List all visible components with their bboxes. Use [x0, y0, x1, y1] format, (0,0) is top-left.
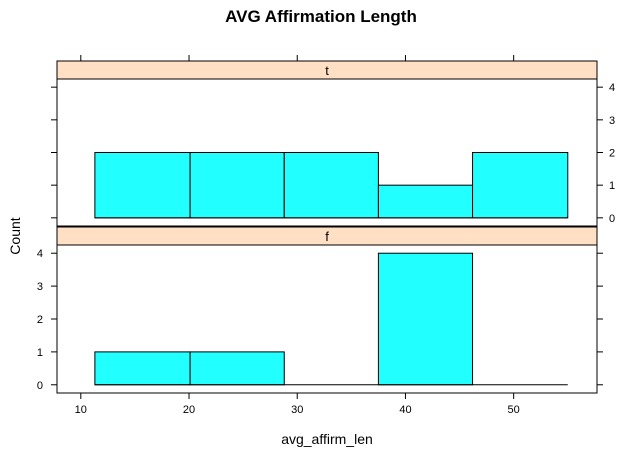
- panel-f: f 0 1 2 3 4: [37, 226, 603, 394]
- panel-t: t 0 1 2 3 4: [51, 60, 615, 227]
- x-axis-label: avg_affirm_len: [281, 431, 373, 447]
- plot-area: t 0 1 2 3 4 f 0 1 2 3 4 10 20 30 40 50: [37, 55, 615, 416]
- y-tick-label: 0: [37, 380, 43, 392]
- y-tick-label: 0: [609, 213, 615, 225]
- y-tick-label: 2: [37, 314, 43, 326]
- chart-title: AVG Affirmation Length: [225, 7, 417, 26]
- strip-label: f: [325, 229, 329, 244]
- y-tick-label: 3: [37, 281, 43, 293]
- y-tick-label: 4: [37, 248, 43, 260]
- bar: [377, 184, 474, 219]
- y-tick-label: 1: [37, 347, 43, 359]
- x-tick-label: 30: [291, 404, 303, 416]
- y-tick-label: 3: [609, 115, 615, 127]
- bar: [94, 351, 191, 386]
- y-tick-label: 2: [609, 148, 615, 160]
- bar: [189, 152, 285, 219]
- bar: [283, 152, 379, 219]
- panel-border: [56, 226, 598, 394]
- x-tick-label: 50: [508, 404, 520, 416]
- y-tick-label: 4: [609, 82, 615, 94]
- bar: [94, 152, 191, 219]
- x-tick-label: 40: [399, 404, 411, 416]
- bar: [189, 351, 285, 386]
- y-tick-label: 1: [609, 180, 615, 192]
- bar: [472, 152, 569, 219]
- panel-border: [56, 60, 598, 227]
- y-axis-label: Count: [7, 217, 23, 254]
- strip-label: t: [325, 63, 329, 78]
- x-tick-label: 10: [75, 404, 87, 416]
- x-tick-label: 20: [183, 404, 195, 416]
- bar: [377, 252, 474, 386]
